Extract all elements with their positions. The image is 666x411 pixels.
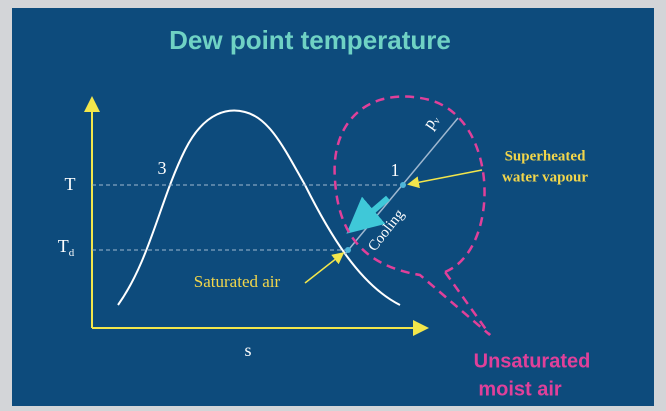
callout-text: water vapour — [502, 169, 588, 185]
x-label: s — [244, 340, 251, 360]
title: Dew point temperature — [169, 25, 451, 55]
unsaturated-region — [333, 95, 492, 336]
t-label: T — [65, 174, 76, 194]
point-1: 1 — [391, 160, 400, 180]
region-label: Unsaturated — [474, 350, 591, 372]
region-label: moist air — [478, 378, 562, 400]
td-label: Td — [58, 236, 75, 258]
point-3: 3 — [158, 158, 167, 178]
state-1 — [400, 182, 406, 188]
callout-text: Saturated air — [194, 272, 281, 291]
background — [12, 8, 654, 406]
callout-text: Superheated — [505, 148, 586, 164]
saturation-curve — [117, 109, 401, 306]
dew-state — [345, 247, 351, 253]
callout-arrow — [407, 169, 483, 189]
cooling-arrow — [346, 195, 390, 234]
callout-arrow — [304, 252, 345, 284]
